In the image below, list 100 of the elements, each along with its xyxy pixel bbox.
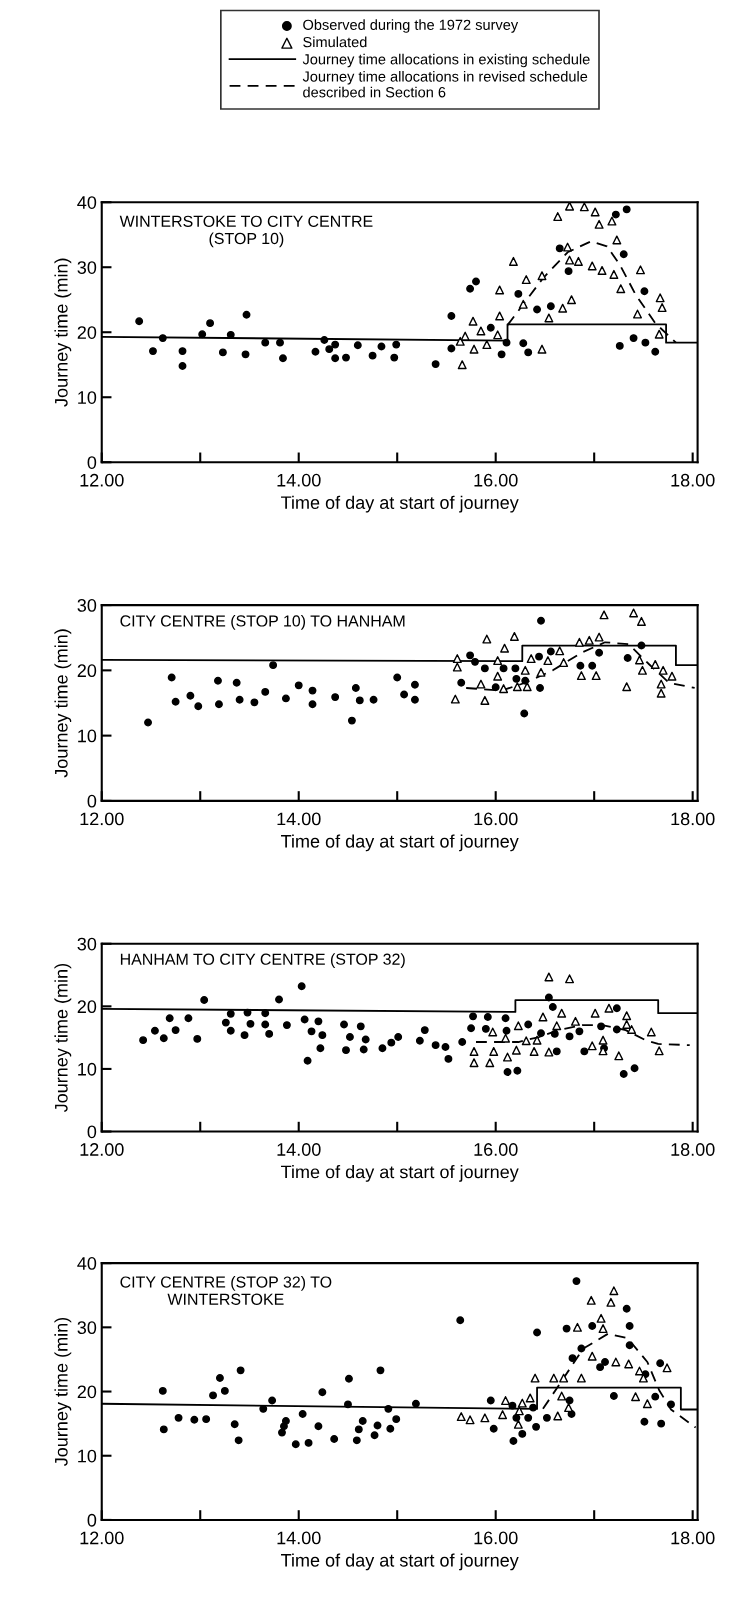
point [144,718,152,727]
point [565,255,575,265]
x-tick-label: 18.00 [671,812,715,826]
point [565,202,575,211]
y-tick-label: 0 [87,794,97,808]
point [596,1313,606,1323]
point [576,671,586,681]
point [393,673,402,682]
legend-label: Observed during the 1972 survey [303,19,519,33]
point [355,696,364,705]
point [570,1016,580,1026]
x-tick-label: 14.00 [277,473,321,487]
point [658,665,668,675]
point [235,695,244,704]
point [489,1046,499,1056]
point [537,271,547,281]
point [564,1403,574,1413]
point [186,691,195,700]
point [637,665,647,675]
point [466,284,475,293]
point [606,1297,616,1307]
y-tick-label: 30 [77,261,97,274]
point [597,265,607,275]
point [537,616,545,625]
y-tick-label: 10 [78,729,97,743]
point [654,329,664,339]
point [524,348,533,357]
point [591,671,601,681]
point [623,654,632,662]
point [587,261,597,271]
text: CITY CENTRE (STOP 32) TO WINTERSTOKE [120,1275,332,1305]
point [508,256,518,266]
point [552,1021,562,1031]
point [456,1412,466,1422]
point [499,684,509,694]
point [511,664,520,673]
y-tick-label: 40 [77,1257,97,1270]
point [598,1035,608,1045]
y-tick-label: 0 [87,1513,97,1527]
point [509,631,519,641]
point [651,347,660,356]
y-axis-title: Journey time (min) [54,964,72,1113]
point [657,303,667,313]
point [465,1415,475,1425]
point [450,694,460,704]
point [563,242,573,252]
y-tick-label: 10 [78,1449,97,1463]
point [521,1036,531,1046]
point [452,662,462,672]
point [622,205,631,214]
point [609,269,619,279]
point [536,667,546,677]
point [533,305,542,314]
point [614,1051,624,1061]
point [347,716,356,725]
point [410,695,419,704]
point [471,657,479,666]
point [594,219,604,229]
point [559,658,569,668]
x-axis-title: Time of day at start of journey [281,495,519,513]
x-tick-label: 14.00 [277,1143,321,1156]
point [503,1052,513,1062]
point [544,972,554,982]
point [565,974,575,984]
point [513,1021,523,1031]
point [537,344,547,354]
point [514,1406,524,1416]
point [261,687,270,696]
point [517,1398,527,1408]
point [431,360,440,369]
point [514,289,523,298]
point [206,319,215,328]
point [469,1058,479,1068]
y-tick-label: 10 [78,1062,97,1076]
point [544,1047,554,1057]
point [520,665,530,675]
point [331,354,340,363]
point [493,656,503,666]
point [331,340,340,349]
point [513,1419,523,1429]
point [558,303,568,313]
point [611,210,620,219]
point [311,347,320,356]
point [636,616,646,626]
point [377,342,386,351]
x-tick-label: 16.00 [474,1531,518,1545]
y-tick-label: 20 [77,664,97,678]
point [586,1295,596,1305]
point [536,684,544,692]
point [612,235,622,245]
text: WINTERSTOKE TO CITY CENTRE (STOP 10) [119,215,373,248]
point [178,347,187,356]
point [599,610,609,620]
point [455,336,465,346]
point [559,1373,569,1383]
point [452,654,462,664]
point [615,341,624,350]
point [232,678,241,687]
x-tick-label: 16.00 [474,473,518,487]
point [500,643,510,653]
